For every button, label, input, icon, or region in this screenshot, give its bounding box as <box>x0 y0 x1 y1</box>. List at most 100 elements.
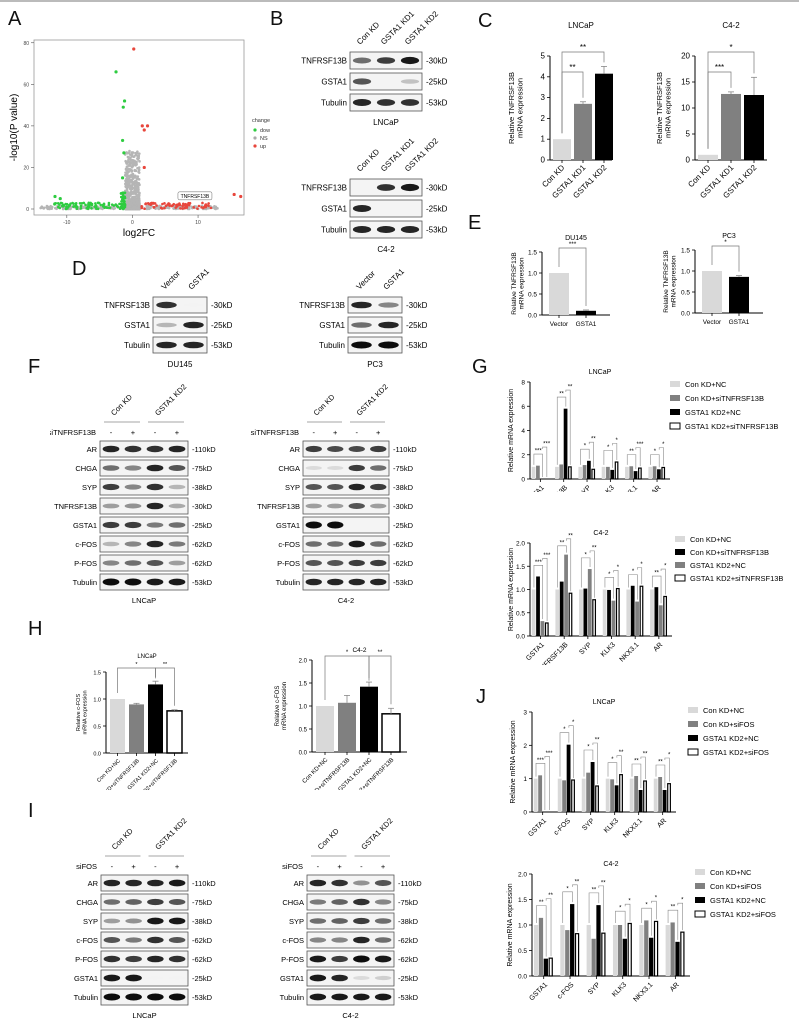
svg-text:KLK3: KLK3 <box>600 641 617 658</box>
svg-text:+: + <box>337 862 342 871</box>
svg-text:GSTA1: GSTA1 <box>525 484 546 492</box>
svg-text:*: * <box>628 899 631 905</box>
svg-text:c-FOS: c-FOS <box>556 981 575 1000</box>
svg-text:Vector: Vector <box>550 321 569 328</box>
svg-text:GSTA1: GSTA1 <box>729 319 750 326</box>
western-blot-b-c42: Con KD GSTA1 KD1 GSTA1 KD2 TNFRSF13B -30kD GS… <box>265 132 472 262</box>
svg-text:-30kD: -30kD <box>192 502 213 511</box>
svg-text:**: ** <box>539 900 544 906</box>
svg-text:*: * <box>681 898 684 904</box>
bar-chart-e-du145: DU145 0.0 0.5 1.0 1.5 Vector GSTA1 *** Relative … <box>511 235 610 328</box>
svg-text:1.5: 1.5 <box>681 248 690 255</box>
svg-text:*: * <box>662 442 665 448</box>
svg-text:**: ** <box>580 43 586 52</box>
svg-text:down: down <box>260 128 270 134</box>
svg-text:log2FC: log2FC <box>123 228 155 239</box>
svg-text:TNFRSF13B: TNFRSF13B <box>54 502 97 511</box>
svg-text:-: - <box>111 862 114 871</box>
svg-text:NS: NS <box>260 136 268 142</box>
svg-text:*: * <box>608 572 611 578</box>
svg-text:**: ** <box>568 533 573 539</box>
svg-text:***: *** <box>543 442 551 448</box>
svg-text:**: ** <box>658 760 663 766</box>
svg-text:-62kD: -62kD <box>398 955 419 964</box>
svg-text:0: 0 <box>523 810 527 817</box>
svg-text:SYP: SYP <box>587 981 602 996</box>
svg-text:P-FOS: P-FOS <box>281 955 304 964</box>
svg-text:-25kD: -25kD <box>426 78 448 87</box>
svg-text:Con KD+NC: Con KD+NC <box>703 706 745 715</box>
grouped-bar-chart-j-lncap: LNCaP0123GSTA1******c-FOS**SYP***KLK3***… <box>510 699 769 839</box>
svg-text:-53kD: -53kD <box>426 226 448 235</box>
svg-text:GSTA1: GSTA1 <box>124 321 150 330</box>
svg-text:***: *** <box>535 560 543 566</box>
svg-text:**: ** <box>595 738 600 744</box>
svg-text:*: * <box>729 43 732 52</box>
grouped-bar-chart-g-c42: C4-20.00.51.01.52.0GSTA1******TNFRSF13B*… <box>508 530 783 665</box>
svg-text:-62kD: -62kD <box>393 540 414 549</box>
svg-text:2.0: 2.0 <box>518 872 527 879</box>
svg-text:C4-2: C4-2 <box>593 530 608 537</box>
svg-text:Con KD+siFOS: Con KD+siFOS <box>703 720 754 729</box>
svg-text:Tubulin: Tubulin <box>74 993 98 1002</box>
svg-text:+: + <box>333 428 338 437</box>
svg-text:-53kD: -53kD <box>398 993 419 1002</box>
svg-text:LNCaP: LNCaP <box>373 118 399 127</box>
svg-text:1.5: 1.5 <box>93 671 101 677</box>
svg-text:*: * <box>135 662 138 668</box>
svg-text:0.0: 0.0 <box>528 313 537 320</box>
svg-text:*: * <box>617 565 620 571</box>
panel-label-d: D <box>72 258 87 280</box>
svg-text:***: *** <box>569 241 577 248</box>
svg-text:c-FOS: c-FOS <box>553 817 572 836</box>
svg-text:NKX3.1: NKX3.1 <box>617 484 639 492</box>
svg-text:SYP: SYP <box>581 817 596 832</box>
svg-text:GSTA1: GSTA1 <box>276 521 300 530</box>
svg-text:GSTA1: GSTA1 <box>321 205 347 214</box>
svg-text:**: ** <box>548 893 553 899</box>
svg-text:-38kD: -38kD <box>192 917 213 926</box>
svg-text:GSTA1: GSTA1 <box>319 321 345 330</box>
svg-text:*: * <box>640 562 643 568</box>
svg-text:-25kD: -25kD <box>211 321 233 330</box>
svg-text:20: 20 <box>23 165 29 171</box>
svg-text:mRNA expression: mRNA expression <box>671 255 678 307</box>
svg-text:PC3: PC3 <box>722 233 736 240</box>
svg-text:-110kD: -110kD <box>393 445 417 454</box>
svg-text:c-FOS: c-FOS <box>75 540 97 549</box>
svg-text:up: up <box>260 144 266 150</box>
bar-chart-e-pc3: PC3 0.0 0.5 1.0 1.5 Vector GSTA1 * Relative TNFR… <box>663 233 763 326</box>
svg-text:Tubulin: Tubulin <box>280 993 304 1002</box>
svg-text:Con KD: Con KD <box>110 826 135 851</box>
svg-text:Tubulin: Tubulin <box>321 226 347 235</box>
svg-text:3: 3 <box>541 93 546 102</box>
svg-text:5: 5 <box>541 52 546 61</box>
svg-text:GSTA1 KD2+siTNFRSF13B: GSTA1 KD2+siTNFRSF13B <box>690 574 783 583</box>
top-border <box>0 0 799 2</box>
svg-text:Relative mRNA expression: Relative mRNA expression <box>510 720 517 803</box>
svg-text:TNFRSF13B: TNFRSF13B <box>301 57 347 66</box>
svg-text:GSTA1 KD2+siFOS: GSTA1 KD2+siFOS <box>710 910 776 919</box>
svg-text:*: * <box>632 569 635 575</box>
svg-text:KLK3: KLK3 <box>599 484 616 492</box>
svg-text:-25kD: -25kD <box>398 974 419 983</box>
svg-text:-: - <box>360 862 363 871</box>
svg-text:60: 60 <box>23 82 29 88</box>
svg-text:P-FOS: P-FOS <box>74 559 97 568</box>
svg-text:GSTA1: GSTA1 <box>528 981 549 1002</box>
svg-text:AR: AR <box>88 879 99 888</box>
svg-text:0: 0 <box>521 477 525 484</box>
svg-text:c-FOS: c-FOS <box>278 540 300 549</box>
svg-text:CHGA: CHGA <box>75 464 97 473</box>
svg-text:CHGA: CHGA <box>278 464 300 473</box>
svg-text:-10: -10 <box>63 220 70 226</box>
svg-text:siTNFRSF13B: siTNFRSF13B <box>50 428 96 437</box>
svg-text:-53kD: -53kD <box>393 578 414 587</box>
svg-text:-: - <box>356 428 359 437</box>
svg-text:1.0: 1.0 <box>528 271 537 278</box>
svg-text:AR: AR <box>656 817 668 829</box>
svg-text:SYP: SYP <box>578 484 593 492</box>
svg-text:0.0: 0.0 <box>93 752 101 758</box>
svg-text:-75kD: -75kD <box>192 464 213 473</box>
